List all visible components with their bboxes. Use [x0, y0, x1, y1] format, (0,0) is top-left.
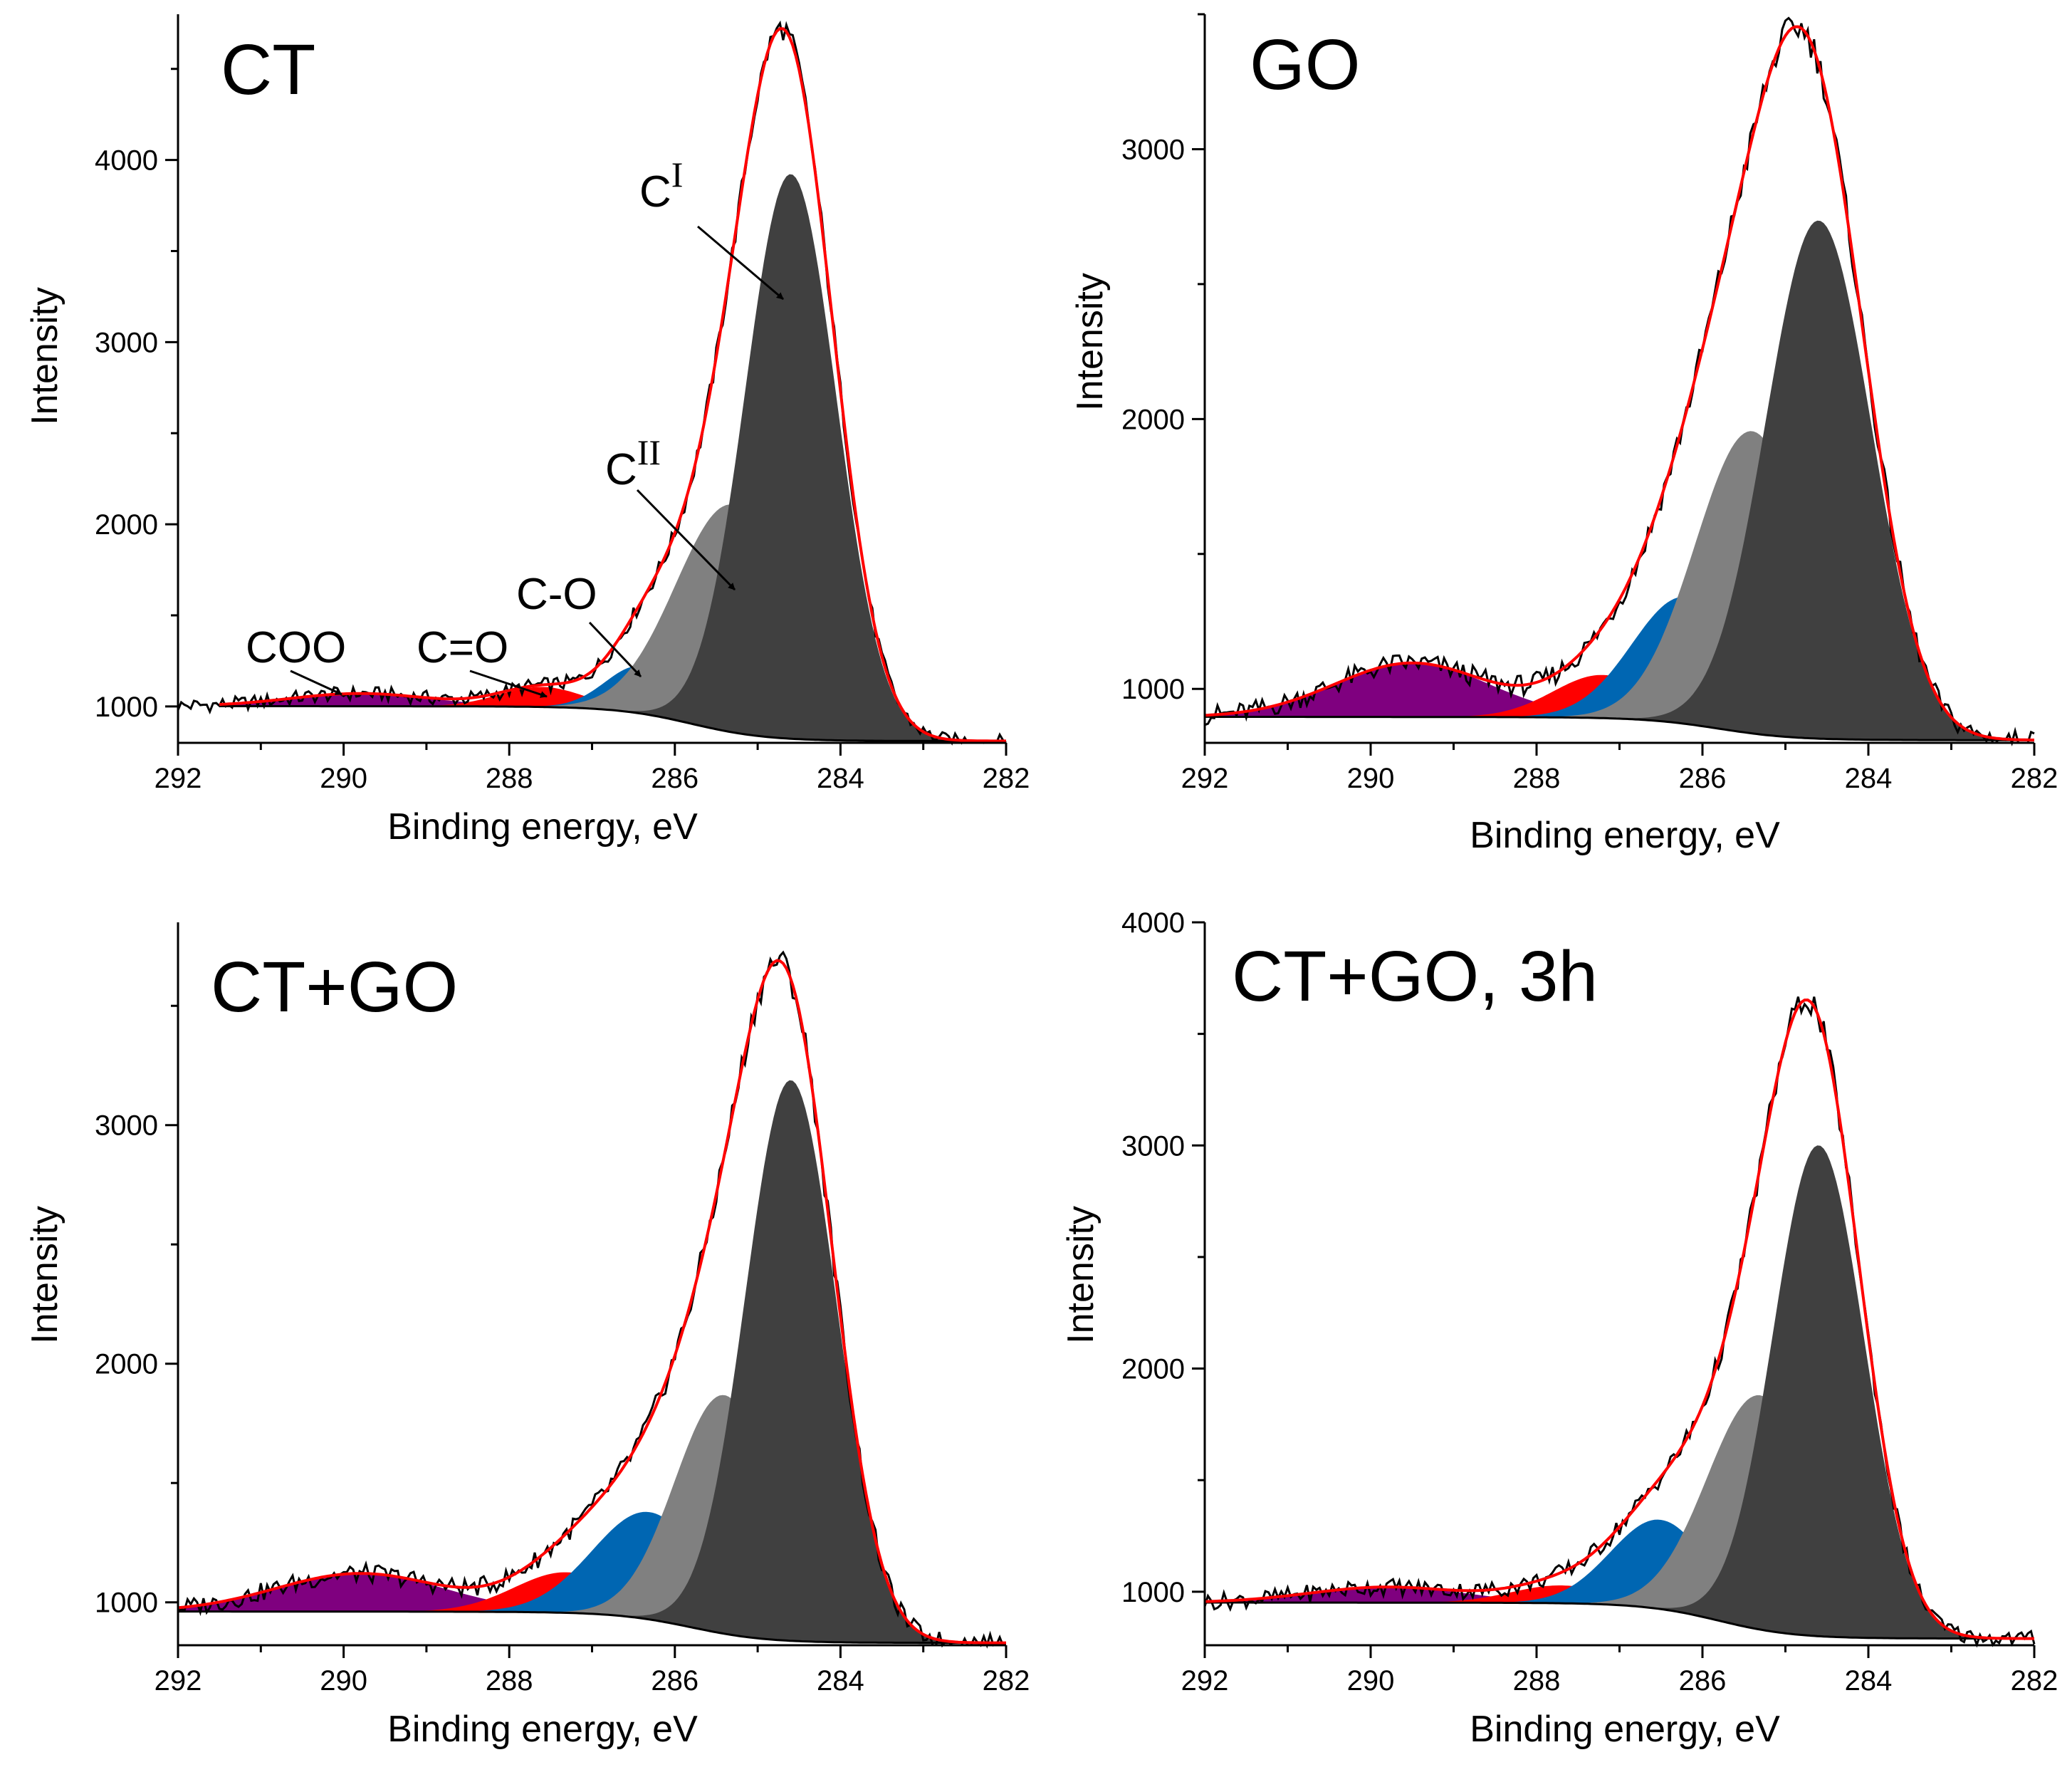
y-tick-label: 3000	[1121, 1130, 1185, 1162]
x-tick-label: 286	[651, 763, 698, 794]
background-line	[219, 705, 1006, 742]
x-tick-label: 290	[320, 1665, 367, 1697]
x-tick-label: 284	[1845, 1665, 1893, 1697]
envelope-line	[1204, 998, 2034, 1640]
component-coo-fill	[178, 1573, 1006, 1643]
x-tick-label: 292	[1181, 1665, 1229, 1697]
panel-label: GO	[1250, 25, 1361, 105]
x-axis-title: Binding energy, eV	[387, 806, 698, 848]
component-ci-fill	[219, 174, 1007, 741]
component-c-o-fill	[178, 1511, 1006, 1643]
x-tick-label: 282	[2011, 763, 2058, 794]
y-axis-title: Intensity	[24, 287, 66, 425]
panel-label: CT+GO, 3h	[1232, 937, 1598, 1016]
x-tick-label: 292	[155, 1665, 202, 1697]
x-axis-title: Binding energy, eV	[1470, 1709, 1780, 1750]
x-tick-label: 292	[155, 763, 202, 794]
annotation-cii-label: CII	[605, 432, 661, 494]
background-line	[178, 1610, 1006, 1645]
annotation-coo-arrow	[290, 669, 342, 696]
x-tick-label: 282	[983, 763, 1030, 794]
panel-ct: 292 290 288 286 284 282 1000 2000 3000 4000 CT Bi…	[24, 14, 1030, 848]
experimental-line	[177, 950, 1006, 1649]
x-tick-label: 284	[817, 763, 864, 794]
x-tick-label: 288	[486, 1665, 533, 1697]
annotation-ci-label: CI	[639, 155, 683, 217]
component-c-o-fill	[1205, 1519, 2034, 1639]
x-axis-title: Binding energy, eV	[1470, 815, 1780, 856]
panel-label: CT	[221, 30, 315, 110]
y-tick-label: 4000	[95, 145, 158, 177]
component-coo-fill	[1205, 1587, 2034, 1639]
y-axis-title: Intensity	[1060, 1206, 1102, 1344]
annotations: CI CII C-O C=O COO	[246, 155, 784, 698]
panel-label: CT+GO	[211, 947, 458, 1027]
background-line	[1205, 715, 2034, 741]
x-tick-label: 292	[1181, 763, 1229, 794]
y-axis-title: Intensity	[24, 1206, 66, 1344]
component-ci-fill	[178, 1080, 1006, 1643]
annotation-c-double-o-arrow	[469, 669, 548, 698]
x-tick-label: 288	[486, 763, 533, 794]
component-c-o-fill	[1205, 597, 2034, 741]
y-tick-label: 2000	[1121, 404, 1185, 435]
annotation-ci-arrow	[697, 225, 784, 301]
annotation-cii-arrow	[636, 489, 736, 591]
x-tick-label: 286	[1679, 763, 1727, 794]
component-coo-fill	[1205, 662, 2034, 741]
annotation-co-arrow	[588, 621, 642, 678]
y-tick-label: 3000	[95, 1110, 158, 1142]
panel-go: 292 290 288 286 284 282 1000 2000 3000 GO Bindin…	[1069, 13, 2058, 856]
component-ci-fill	[1205, 1145, 2034, 1639]
x-tick-label: 288	[1513, 1665, 1561, 1697]
panel-ct-go-3h: 292 290 288 286 284 282 1000 2000 3000 4000 CT+GO…	[1060, 907, 2058, 1750]
x-tick-label: 286	[1679, 1665, 1727, 1697]
background-line	[1205, 1601, 2034, 1640]
y-tick-label: 1000	[95, 1588, 158, 1619]
annotation-co-label: C-O	[516, 570, 597, 619]
x-tick-label: 284	[817, 1665, 864, 1697]
annotation-c-double-o-label: C=O	[417, 623, 508, 672]
envelope-line	[177, 959, 1006, 1645]
x-tick-label: 284	[1845, 763, 1893, 794]
panel-ct-go: 292 290 288 286 284 282 1000 2000 3000 CT+GO Bin…	[24, 922, 1030, 1750]
y-tick-label: 4000	[1121, 907, 1185, 939]
component-ci-fill	[1205, 220, 2034, 741]
x-tick-label: 282	[2011, 1665, 2058, 1697]
y-tick-label: 2000	[95, 1349, 158, 1380]
x-tick-label: 286	[651, 1665, 698, 1697]
x-tick-label: 290	[1347, 763, 1395, 794]
x-tick-label: 290	[320, 763, 367, 794]
y-tick-label: 1000	[95, 692, 158, 723]
y-tick-label: 1000	[1121, 1577, 1185, 1608]
annotation-coo-label: COO	[246, 623, 346, 672]
y-tick-label: 3000	[1121, 134, 1185, 165]
y-tick-label: 1000	[1121, 674, 1185, 705]
y-tick-label: 2000	[1121, 1354, 1185, 1385]
x-tick-label: 288	[1513, 763, 1561, 794]
x-tick-label: 282	[983, 1665, 1030, 1697]
y-tick-label: 2000	[95, 509, 158, 541]
x-tick-label: 290	[1347, 1665, 1395, 1697]
x-axis-title: Binding energy, eV	[387, 1709, 698, 1750]
envelope-line	[1204, 25, 2034, 741]
y-axis-title: Intensity	[1069, 273, 1111, 411]
y-tick-label: 3000	[95, 327, 158, 358]
